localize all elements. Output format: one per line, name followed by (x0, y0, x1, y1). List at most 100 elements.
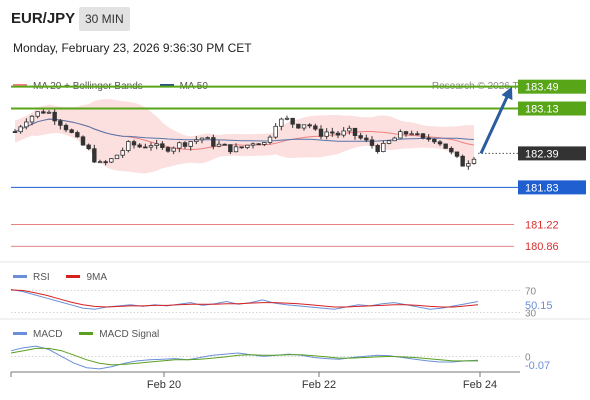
candle-body (143, 146, 148, 149)
candle-body (35, 111, 40, 117)
candle-body (454, 151, 460, 157)
candle-body (75, 132, 80, 138)
candle-body (415, 133, 420, 136)
candle-body (318, 128, 324, 137)
ma50-line (14, 118, 475, 142)
legend-macd-label: MACD (33, 329, 63, 340)
candle-body (307, 124, 312, 127)
candle-body (364, 137, 369, 141)
legend-rsi-ma: 9MA (66, 272, 107, 283)
candle-body (160, 143, 165, 148)
x-tick-label: Feb 24 (463, 379, 497, 391)
candle-body (279, 118, 284, 127)
projection-arrow-head (501, 86, 513, 101)
ma50-swatch (159, 83, 174, 87)
candle-body (432, 138, 437, 143)
candle-body (290, 117, 295, 125)
candle-body (18, 126, 23, 133)
rsi-swatch (13, 274, 27, 278)
candle-body (199, 137, 205, 141)
rsi-current-label: 50.15 (525, 300, 553, 312)
candle-body (273, 125, 278, 138)
resistance-label: 183.13 (525, 104, 559, 116)
macd-tick-label: 0 (525, 352, 531, 363)
candle-body (58, 120, 63, 126)
rsi-tick-label: 70 (525, 287, 537, 298)
candle-body (131, 141, 137, 146)
candle-body (114, 154, 120, 160)
candle-body (347, 127, 352, 132)
candle-body (177, 142, 182, 149)
legend-rsi-label: RSI (33, 272, 50, 283)
candle-body (262, 142, 267, 145)
candle-body (171, 147, 176, 152)
candle-body (228, 144, 233, 153)
symbol-title: EUR/JPY (11, 10, 76, 27)
bollinger-band (15, 99, 474, 174)
candle-body (245, 144, 250, 149)
candle-body (29, 115, 35, 123)
support-label: 181.83 (525, 182, 559, 194)
x-tick-label: Feb 20 (147, 379, 181, 391)
candle-body (97, 161, 103, 164)
candle-body (352, 127, 358, 136)
candle-body (86, 144, 91, 150)
candle-body (126, 141, 131, 151)
candle-body (392, 137, 397, 142)
x-tick-label: Feb 22 (302, 379, 336, 391)
candle-body (301, 124, 307, 129)
current-price-label: 182.39 (525, 148, 559, 160)
candle-body (324, 131, 329, 137)
candle-body (313, 125, 318, 130)
candle-body (165, 147, 171, 152)
candle-body (222, 143, 227, 146)
candle-body (211, 137, 216, 147)
candle-body (341, 130, 346, 136)
candle-body (420, 133, 426, 139)
macd-legend: MACD MACD Signal (13, 329, 173, 340)
candle-body (46, 111, 52, 114)
candle-body (369, 139, 375, 146)
candle-body (148, 145, 154, 148)
candle-body (216, 143, 222, 147)
timeframe-button[interactable]: 30 MIN (79, 7, 130, 31)
candle-body (460, 155, 465, 167)
candle-body (375, 145, 380, 153)
candle-body (256, 143, 261, 146)
candle-body (233, 146, 239, 153)
candle-body (52, 111, 57, 122)
candle-body (403, 131, 409, 135)
candle-body (330, 131, 335, 134)
level-label: 180.86 (525, 241, 559, 253)
rsi-line (10, 288, 479, 310)
ma20-swatch (13, 83, 27, 87)
legend-macd: MACD (13, 329, 62, 340)
candle-body (381, 142, 386, 153)
candle-body (188, 141, 193, 147)
projection-arrow-line (479, 92, 511, 155)
macd-current-label: -0.07 (525, 360, 550, 372)
level-label: 181.22 (525, 219, 559, 231)
candle-body (120, 150, 125, 156)
candle-body (398, 131, 403, 139)
candle-body (12, 131, 18, 133)
candle-body (296, 123, 301, 129)
candle-body (41, 111, 46, 114)
resistance-label-box (518, 101, 586, 116)
macd-signal-swatch (79, 331, 94, 335)
candle-body (250, 143, 256, 146)
candle-body (335, 132, 341, 136)
candle-body (69, 129, 74, 133)
legend-rsi: RSI (13, 272, 50, 283)
candle-body (103, 161, 108, 164)
rsi-legend: RSI 9MA (13, 272, 121, 283)
macd-signal-line (10, 347, 478, 366)
candle-body (63, 124, 69, 131)
current-price-box (518, 146, 586, 161)
candle-body (437, 141, 443, 145)
legend-rsi-ma-label: 9MA (86, 272, 108, 283)
rsi-ma-line (10, 289, 479, 308)
chart-header: EUR/JPY 30 MIN (0, 0, 590, 36)
candle-body (154, 143, 159, 146)
legend-macd-signal-label: MACD Signal (99, 329, 160, 340)
